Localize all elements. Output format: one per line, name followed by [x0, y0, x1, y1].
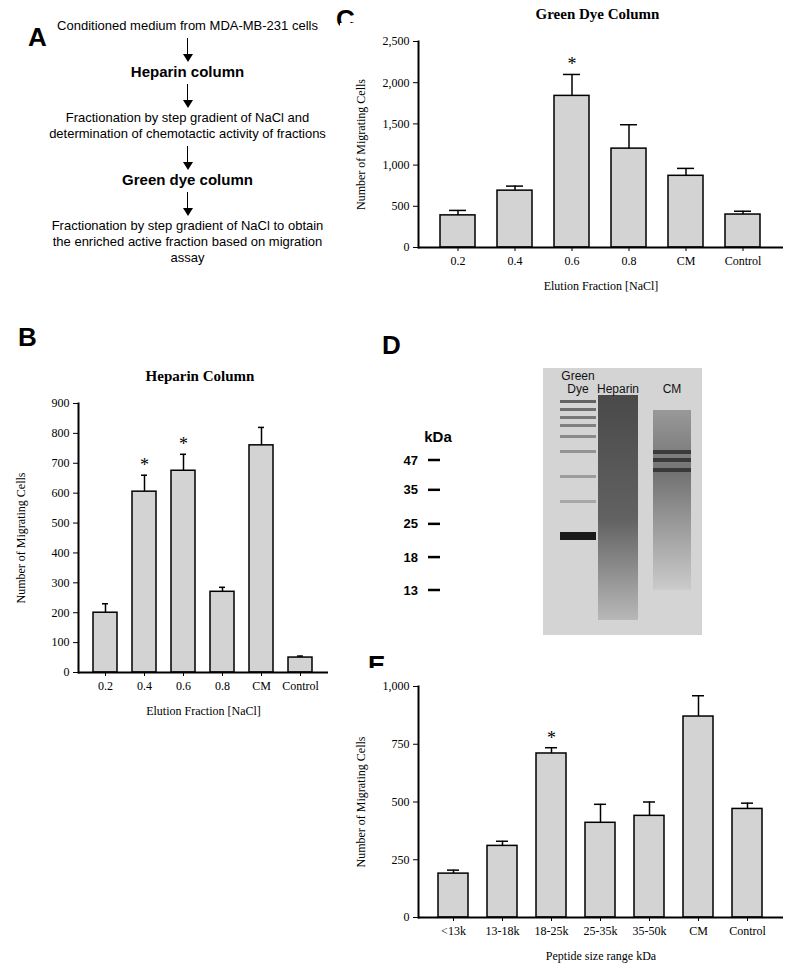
svg-text:800: 800: [52, 426, 70, 440]
svg-text:47: 47: [404, 453, 418, 468]
svg-text:0: 0: [404, 910, 410, 924]
svg-text:300: 300: [52, 576, 70, 590]
html-text:Heparin Column: Heparin Column: [145, 368, 255, 384]
svg-text:2,000: 2,000: [383, 76, 410, 90]
svg-text:1,000: 1,000: [383, 158, 410, 172]
svg-text:600: 600: [52, 486, 70, 500]
svg-text:25-35k: 25-35k: [584, 924, 618, 938]
svg-text:1,500: 1,500: [383, 117, 410, 131]
svg-text:CM: CM: [689, 924, 708, 938]
svg-text:35: 35: [404, 482, 418, 497]
svg-text:Control: Control: [725, 254, 762, 268]
svg-text:500: 500: [392, 795, 410, 809]
svg-text:200: 200: [52, 606, 70, 620]
svg-text:400: 400: [52, 546, 70, 560]
svg-text:100: 100: [52, 635, 70, 649]
svg-text:Number of Migrating Cells: Number of Migrating Cells: [14, 472, 28, 603]
html-text:B: B: [18, 322, 37, 352]
svg-text:1,000: 1,000: [383, 679, 410, 693]
svg-text:*: *: [179, 434, 188, 454]
svg-text:2,500: 2,500: [383, 34, 410, 48]
html-text:C: C: [336, 4, 355, 34]
svg-text:GreenDye: GreenDye: [561, 369, 594, 396]
svg-text:Elution Fraction [NaCl]: Elution Fraction [NaCl]: [544, 279, 659, 293]
svg-text:0: 0: [64, 665, 70, 679]
svg-text:Peptide size range kDa: Peptide size range kDa: [546, 949, 657, 963]
svg-text:500: 500: [52, 516, 70, 530]
svg-text:Control: Control: [729, 924, 766, 938]
html-text:D: D: [382, 330, 401, 360]
svg-text:*: *: [547, 728, 556, 748]
html-text:Fractionation by step gradient: Fractionation by step gradient of NaCl t…: [51, 218, 324, 265]
html-text:Green Dye Column: Green Dye Column: [535, 6, 660, 22]
svg-text:18: 18: [404, 550, 418, 565]
html-text:Green dye column: Green dye column: [122, 171, 253, 188]
svg-text:Control: Control: [282, 679, 319, 693]
svg-text:13: 13: [404, 583, 418, 598]
svg-text:0.6: 0.6: [565, 254, 580, 268]
svg-text:CM: CM: [677, 254, 696, 268]
svg-text:<13k: <13k: [441, 924, 466, 938]
html-text:E: E: [368, 650, 386, 680]
html-text:Heparin column: Heparin column: [130, 63, 245, 80]
svg-text:0.4: 0.4: [137, 679, 152, 693]
svg-text:0.8: 0.8: [622, 254, 637, 268]
svg-text:900: 900: [52, 396, 70, 410]
svg-text:0.2: 0.2: [98, 679, 113, 693]
svg-text:Elution Fraction [NaCl]: Elution Fraction [NaCl]: [146, 704, 261, 718]
svg-text:18-25k: 18-25k: [535, 924, 569, 938]
svg-text:25: 25: [404, 516, 418, 531]
svg-text:250: 250: [392, 853, 410, 867]
svg-text:*: *: [140, 455, 149, 475]
svg-text:Number of Migrating Cells: Number of Migrating Cells: [354, 736, 368, 867]
svg-text:*: *: [568, 54, 577, 74]
svg-text:750: 750: [392, 737, 410, 751]
svg-text:0.2: 0.2: [451, 254, 466, 268]
svg-text:0.4: 0.4: [508, 254, 523, 268]
svg-text:CM: CM: [663, 382, 682, 396]
svg-text:kDa: kDa: [424, 428, 452, 445]
html-text:A Conditioned medium from MDA-: A Conditioned medium from MDA-MB-231 cel…: [28, 18, 318, 52]
svg-text:500: 500: [392, 199, 410, 213]
svg-text:CM: CM: [252, 679, 271, 693]
svg-text:0.8: 0.8: [215, 679, 230, 693]
svg-text:700: 700: [52, 456, 70, 470]
html-text:Fractionation by step gradient: Fractionation by step gradient of NaCl a…: [49, 110, 326, 141]
svg-text:13-18k: 13-18k: [486, 924, 520, 938]
svg-text:Number of Migrating Cells: Number of Migrating Cells: [354, 79, 368, 210]
svg-text:35-50k: 35-50k: [633, 924, 667, 938]
svg-text:Heparin: Heparin: [597, 382, 639, 396]
svg-text:0.6: 0.6: [176, 679, 191, 693]
svg-text:0: 0: [404, 240, 410, 254]
